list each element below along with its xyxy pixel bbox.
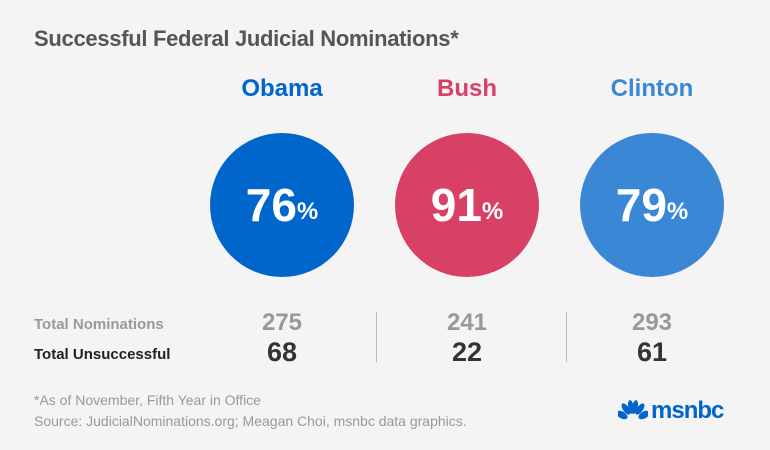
msnbc-logo: msnbc <box>618 397 724 425</box>
column-divider <box>566 312 567 362</box>
total-nominations-value: 293 <box>631 309 673 336</box>
success-circle: 91% <box>395 133 539 277</box>
column-divider <box>376 312 377 362</box>
chart-title: Successful Federal Judicial Nominations* <box>34 26 459 51</box>
total-unsuccessful-value: 22 <box>451 337 483 367</box>
percent-sign: % <box>666 198 689 225</box>
percent-sign: % <box>481 198 504 225</box>
footnote: *As of November, Fifth Year in Office <box>34 392 261 408</box>
row-label-total: Total Nominations <box>34 316 164 333</box>
president-name: Bush <box>437 75 497 102</box>
success-percent: 79 <box>615 179 667 231</box>
president-name: Obama <box>241 75 323 102</box>
percent-sign: % <box>296 198 319 225</box>
nbc-peacock-icon <box>618 400 648 420</box>
total-nominations-value: 275 <box>261 309 303 336</box>
logo-text: msnbc <box>651 397 724 424</box>
row-label-unsuccessful: Total Unsuccessful <box>34 346 171 363</box>
total-nominations-value: 241 <box>446 309 488 336</box>
president-name: Clinton <box>610 75 694 102</box>
source: Source: JudicialNominations.org; Meagan … <box>34 413 467 429</box>
success-circle: 76% <box>210 133 354 277</box>
success-circle: 79% <box>580 133 724 277</box>
total-unsuccessful-value: 68 <box>266 337 298 367</box>
total-unsuccessful-value: 61 <box>636 337 668 367</box>
success-percent: 91 <box>430 179 482 231</box>
success-percent: 76 <box>245 179 297 231</box>
